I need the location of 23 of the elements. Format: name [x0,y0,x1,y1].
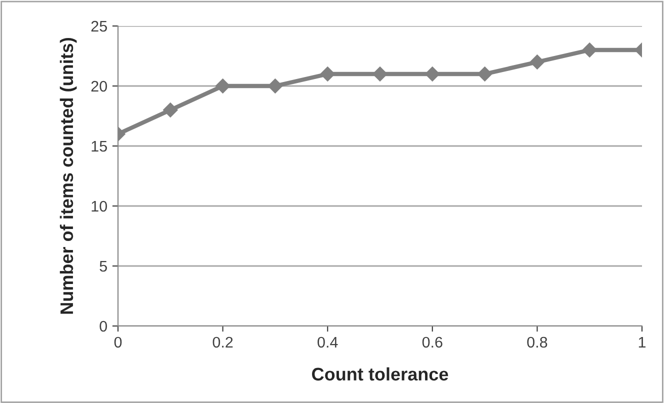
x-tick-label: 0.4 [318,336,338,348]
x-tick-label: 1 [638,336,646,348]
point [163,102,178,118]
y-tick-label: 10 [92,200,107,212]
y-tick-label: 5 [100,261,107,272]
x-tick-label: 0.6 [422,336,442,348]
y-tick-label: 0 [100,320,107,332]
point [477,66,492,82]
point [320,66,335,82]
y-tick-label: 20 [91,80,107,92]
y-axis-title: Number of items counted (units) [60,38,77,314]
x-tick-label: 0.2 [212,336,233,348]
y-tick-label: 25 [91,20,107,32]
point [268,78,283,94]
point [530,54,545,70]
y-tick-label: 15 [92,141,107,152]
point [215,78,230,94]
point [582,42,597,58]
x-axis-title: Count tolerance [312,367,448,381]
point [372,66,388,82]
x-tick-label: 0 [114,336,122,348]
point [425,66,440,82]
x-tick-label: 0.8 [527,336,548,348]
